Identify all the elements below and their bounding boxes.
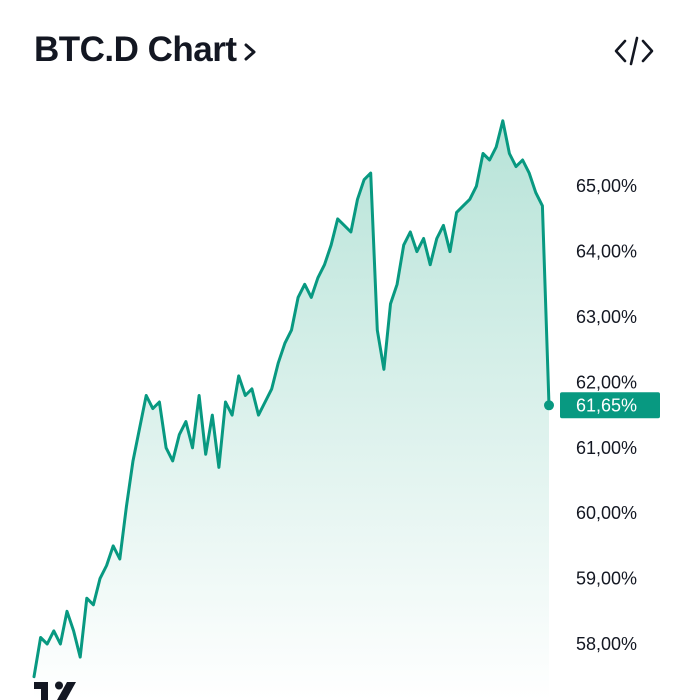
y-tick-label: 58,00% [576, 634, 637, 654]
y-tick-label: 62,00% [576, 372, 637, 392]
series-line [32, 119, 551, 679]
tradingview-logo-icon [34, 681, 76, 700]
last-value-badge [560, 392, 660, 419]
y-tick-label: 64,00% [576, 242, 637, 262]
code-embed-icon[interactable] [612, 34, 656, 68]
y-tick-label: 61,00% [576, 438, 637, 458]
last-value-dot [544, 400, 554, 411]
y-tick-label: 63,00% [576, 307, 637, 327]
page-title: BTC.D Chart [34, 30, 237, 69]
y-tick-label: 59,00% [576, 569, 637, 589]
last-value-label: 61,65% [576, 395, 637, 415]
y-tick-label: 65,00% [576, 176, 637, 196]
chevron-right-icon [244, 43, 256, 61]
chart-title-link[interactable]: BTC.D Chart [34, 30, 257, 70]
area-fill [34, 120, 549, 700]
y-tick-label: 60,00% [576, 503, 637, 523]
